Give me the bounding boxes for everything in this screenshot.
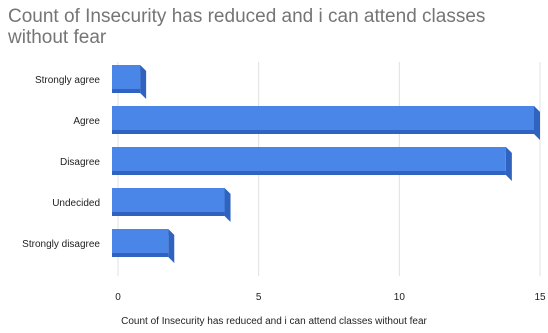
bar	[112, 106, 534, 134]
bar	[112, 65, 141, 93]
bar	[112, 147, 506, 175]
x-tick-label: 15	[534, 292, 546, 303]
bar	[112, 188, 225, 216]
y-category-label: Undecided	[52, 198, 100, 209]
bar-side-face	[534, 106, 540, 140]
bar-side-face	[505, 147, 512, 181]
bar-shadow	[112, 212, 225, 216]
bar-side-face	[168, 229, 175, 263]
y-category-label: Strongly agree	[35, 75, 100, 86]
x-tick-label: 10	[394, 292, 406, 303]
chart-title: Count of Insecurity has reduced and i ca…	[8, 6, 486, 48]
bar	[112, 229, 169, 257]
y-category-label: Strongly disagree	[22, 239, 100, 250]
bar-shadow	[112, 253, 169, 257]
y-category-label: Agree	[73, 116, 100, 127]
y-category-label: Disagree	[60, 157, 100, 168]
bar-shadow	[112, 89, 141, 93]
bar-shadow	[112, 130, 534, 134]
x-axis-title: Count of Insecurity has reduced and i ca…	[121, 316, 427, 327]
bar-shadow	[112, 171, 506, 175]
bar-side-face	[224, 188, 231, 222]
bar-side-face	[140, 65, 147, 99]
x-tick-label: 5	[256, 292, 262, 303]
x-tick-label: 0	[115, 292, 121, 303]
